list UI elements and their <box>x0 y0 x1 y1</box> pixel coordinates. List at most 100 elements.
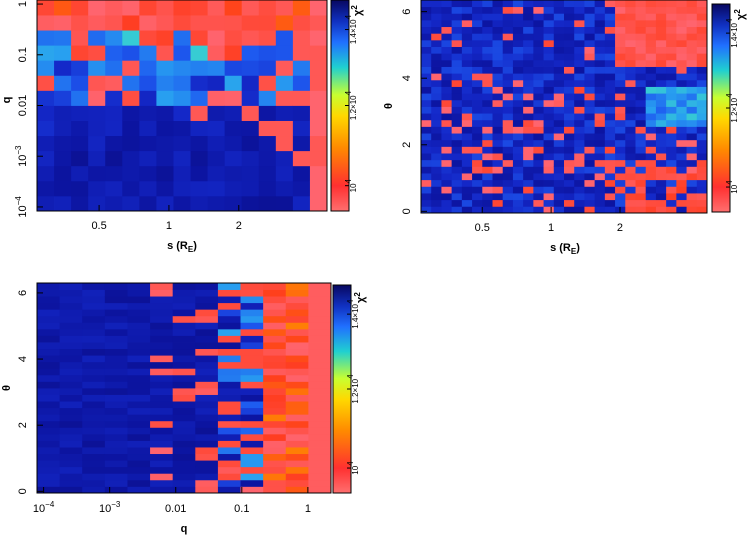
heatmap-cell <box>461 153 473 161</box>
heatmap-cell <box>472 0 483 8</box>
heatmap-cell <box>604 59 616 67</box>
heatmap-cell <box>645 119 657 127</box>
heatmap-cell <box>190 195 208 212</box>
heatmap-cell <box>308 388 332 395</box>
heatmap-cell <box>472 93 483 101</box>
heatmap-cell <box>533 86 544 94</box>
heatmap-cell <box>104 473 128 481</box>
heatmap-cell <box>292 180 311 197</box>
heatmap-cell <box>645 13 657 21</box>
heatmap-cell <box>645 53 657 61</box>
heatmap-cell <box>37 460 61 468</box>
heatmap-cell <box>502 159 514 167</box>
heatmap-cell <box>59 355 83 363</box>
heatmap-cell <box>492 153 504 161</box>
heatmap-cell <box>172 473 196 481</box>
heatmap-cell <box>431 113 442 121</box>
heatmap-cell <box>37 440 61 448</box>
heatmap-cell <box>190 150 208 167</box>
heatmap-cell <box>594 106 606 114</box>
heatmap-cell <box>54 90 72 106</box>
heatmap-cell <box>686 39 698 47</box>
heatmap-cell <box>584 119 596 127</box>
heatmap-cell <box>523 146 534 154</box>
heatmap-cell <box>105 15 123 31</box>
heatmap-cell <box>686 26 698 34</box>
heatmap-cell <box>173 15 191 31</box>
heatmap-cell <box>241 90 260 106</box>
heatmap-cell <box>309 120 328 137</box>
colorbar-tick-label: 1.2×104 <box>346 374 360 404</box>
heatmap-cell <box>502 73 514 81</box>
heatmap-cell <box>625 59 636 67</box>
heatmap-cell <box>431 106 442 114</box>
y-tick-label: 2 <box>401 142 413 148</box>
heatmap-cell <box>686 126 698 134</box>
heatmap-cell <box>686 46 698 54</box>
heatmap-cell <box>71 75 89 91</box>
heatmap-cell <box>308 335 332 343</box>
heatmap-cell <box>615 173 626 181</box>
heatmap-cell <box>37 283 61 290</box>
heatmap-cell <box>156 120 174 137</box>
heatmap-cell <box>574 179 585 187</box>
heatmap-cell <box>502 139 514 147</box>
heatmap-cell <box>512 113 524 121</box>
heatmap-cell <box>263 460 287 468</box>
heatmap-cell <box>217 355 241 363</box>
heatmap-cell <box>666 86 677 94</box>
heatmap-cell <box>172 328 196 336</box>
heatmap-cell <box>241 195 260 212</box>
heatmap-cell <box>285 486 309 494</box>
heatmap-cell <box>195 460 219 468</box>
heatmap-cell <box>564 13 575 21</box>
heatmap-cell <box>645 179 657 187</box>
heatmap-cell <box>258 195 277 212</box>
heatmap-cell <box>172 355 196 363</box>
heatmap-cell <box>104 388 128 395</box>
heatmap-cell <box>292 150 311 167</box>
heatmap-cell <box>37 335 61 343</box>
heatmap-cell <box>574 0 585 8</box>
heatmap-cell <box>139 60 157 76</box>
heatmap-cell <box>122 45 140 61</box>
heatmap-cell <box>308 315 332 323</box>
heatmap-cell <box>543 19 555 28</box>
heatmap-cell <box>625 166 636 174</box>
heatmap-cell <box>82 322 106 330</box>
heatmap-cell <box>635 59 647 67</box>
heatmap-cell <box>666 186 677 194</box>
heatmap-cell <box>655 59 667 67</box>
heatmap-cell <box>666 119 677 127</box>
heatmap-cell <box>676 79 687 87</box>
heatmap-cell <box>127 401 151 409</box>
heatmap-cell <box>655 39 667 47</box>
heatmap-cell <box>104 335 128 343</box>
heatmap-cell <box>224 135 243 152</box>
heatmap-cell <box>584 93 596 101</box>
x-tick-label: 0.01 <box>165 503 186 515</box>
heatmap-cell <box>666 53 677 61</box>
heatmap-cell <box>696 159 708 167</box>
heatmap-cell <box>224 60 243 76</box>
heatmap-cell <box>431 159 442 167</box>
heatmap-cell <box>543 59 555 67</box>
heatmap-cell <box>615 199 626 207</box>
heatmap-cell <box>625 79 636 87</box>
heatmap-cell <box>543 106 555 114</box>
heatmap-cell <box>217 381 241 389</box>
heatmap-cell <box>172 420 196 428</box>
heatmap-cell <box>122 180 140 197</box>
heatmap-cell <box>195 381 219 389</box>
heatmap-cell <box>156 45 174 61</box>
heatmap-cell <box>82 401 106 409</box>
heatmap-cell <box>88 165 106 182</box>
heatmap-cell <box>105 150 123 167</box>
heatmap-cell <box>104 414 128 422</box>
heatmap-cell <box>285 374 309 382</box>
x-tick-label: 1 <box>548 222 554 234</box>
heatmap-cell <box>37 195 55 212</box>
heatmap-cell <box>195 335 219 343</box>
heatmap-cell <box>285 335 309 343</box>
